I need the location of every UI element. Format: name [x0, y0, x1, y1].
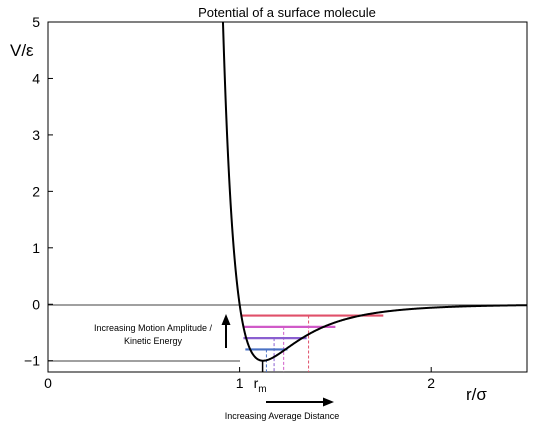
chart-title: Potential of a surface molecule: [198, 5, 376, 20]
x-axis-ticks: 0 1 2: [44, 367, 435, 391]
mean-distance-markers: [265, 315, 310, 372]
y-tick-label: 2: [32, 183, 40, 199]
rm-label: rm: [254, 375, 267, 395]
rm-marker: rm: [254, 360, 267, 395]
y-tick-label: 5: [32, 14, 40, 30]
arrow-up-icon: [221, 314, 231, 348]
y-tick-label: −1: [24, 353, 40, 369]
y-tick-label: 3: [32, 127, 40, 143]
y-axis-ticks: −1 0 1 2 3 4 5: [24, 14, 53, 369]
annotation-distance: Increasing Average Distance: [225, 411, 339, 421]
y-tick-label: 1: [32, 240, 40, 256]
x-tick-label: 1: [236, 375, 244, 391]
y-axis-label: V/ε: [10, 41, 34, 60]
y-tick-label: 0: [32, 296, 40, 312]
x-axis-label: r/σ: [466, 385, 487, 404]
arrow-right-icon: [266, 397, 334, 407]
plot-frame: [47, 21, 528, 373]
x-tick-label: 0: [44, 375, 52, 391]
annotation-amplitude-line2: Kinetic Energy: [124, 336, 183, 346]
y-tick-label: 4: [32, 70, 40, 86]
annotation-amplitude-line1: Increasing Motion Amplitude /: [94, 323, 213, 333]
x-tick-label: 2: [427, 375, 435, 391]
potential-curve: [221, 21, 528, 362]
